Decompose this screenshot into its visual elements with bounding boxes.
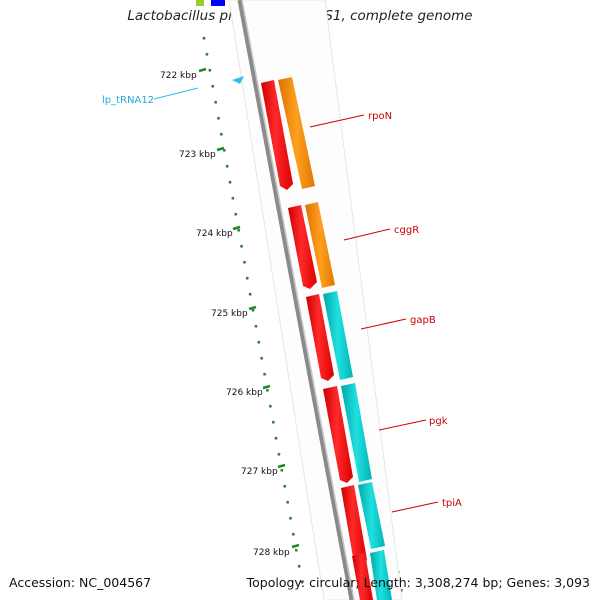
trna-label-line <box>153 87 199 100</box>
major-tick <box>277 463 286 469</box>
tick-label-725: 725 kbp <box>211 309 248 319</box>
major-tick <box>232 225 241 231</box>
gene-label-gapB: gapB <box>410 315 436 326</box>
tick-label-723: 723 kbp <box>179 150 216 160</box>
tick-label-724: 724 kbp <box>196 229 233 239</box>
gene-block-cggR <box>305 202 335 288</box>
minor-tick-dot <box>211 84 215 88</box>
cds-arrow-gapB <box>306 294 334 381</box>
cds-arrow-cggR <box>288 205 317 289</box>
gene-block-next <box>370 550 392 600</box>
minor-tick-dot <box>251 308 255 312</box>
minor-tick-dot <box>219 132 223 136</box>
minor-tick-dot <box>216 116 220 120</box>
minor-tick-dot <box>245 276 249 280</box>
tick-label-722: 722 kbp <box>160 71 197 81</box>
gene-label-line-tpiA <box>391 501 439 513</box>
cds-arrow-tpiA <box>341 485 367 566</box>
minor-tick-dot <box>274 436 278 440</box>
minor-tick-dot <box>237 228 241 232</box>
tick-label-727: 727 kbp <box>241 467 278 477</box>
major-tick <box>262 384 271 390</box>
minor-tick-dot <box>280 468 284 472</box>
minor-tick-dot <box>260 356 264 360</box>
minor-tick-dot <box>228 180 232 184</box>
gene-label-line-cggR <box>343 228 391 241</box>
tick-label-728: 728 kbp <box>253 548 290 558</box>
minor-tick-dot <box>300 580 304 584</box>
tick-label-726: 726 kbp <box>226 388 263 398</box>
minor-tick-dot <box>254 324 258 328</box>
gene-label-pgk: pgk <box>429 416 448 427</box>
cds-arrow-next <box>352 553 373 600</box>
gene-block-tpiA <box>358 482 385 549</box>
minor-tick-dot <box>288 516 292 520</box>
trna-marker <box>232 76 244 84</box>
major-tick <box>248 305 257 311</box>
accession-text: Accession: NC_004567 <box>9 575 152 590</box>
minor-tick-dot <box>294 548 298 552</box>
cds-arrow-pgk <box>323 386 353 483</box>
gene-label-line-pgk <box>378 419 427 431</box>
minor-tick-dot <box>283 484 287 488</box>
minor-tick-dot <box>222 148 226 152</box>
genome-summary-text: Topology: circular; Length: 3,308,274 bp… <box>246 575 590 590</box>
minor-tick-dot <box>202 36 206 40</box>
minor-tick-dot <box>268 404 272 408</box>
minor-tick-dot <box>257 340 261 344</box>
gene-block-gapB <box>323 291 353 380</box>
gene-labels: rpoN cggR gapB pgk tpiA <box>309 111 462 513</box>
gene-label-line-rpoN <box>309 114 365 128</box>
feature-green-top <box>196 0 204 6</box>
minor-tick-dot <box>231 196 235 200</box>
gene-label-tpiA: tpiA <box>442 498 462 509</box>
minor-tick-dot <box>240 244 244 248</box>
cds-arrow-rpoN <box>261 80 293 190</box>
gene-label-line-gapB <box>360 318 407 330</box>
backbone-highlight <box>241 0 355 600</box>
major-tick <box>198 67 207 73</box>
minor-tick-dot <box>286 500 290 504</box>
minor-tick-dot <box>297 564 301 568</box>
minor-tick-dot <box>265 388 269 392</box>
gene-label-rpoN: rpoN <box>368 111 392 122</box>
minor-tick-dot <box>242 260 246 264</box>
major-tick <box>216 146 225 152</box>
gene-label-cggR: cggR <box>394 225 419 236</box>
major-ticks <box>198 67 300 549</box>
gene-block-rpoN <box>278 77 315 189</box>
gene-block-pgk <box>341 383 372 482</box>
minor-tick-dot <box>214 100 218 104</box>
forward-cds-lane <box>261 80 373 600</box>
minor-tick-dot <box>248 292 252 296</box>
inner-tick-dots <box>202 36 304 584</box>
minor-tick-dot <box>205 52 209 56</box>
trna-label: lp_tRNA12 <box>102 95 154 106</box>
minor-tick-dot <box>225 164 229 168</box>
minor-tick-dot <box>208 68 212 72</box>
minor-tick-dot <box>277 452 281 456</box>
top-features <box>196 0 225 6</box>
backbone-line <box>237 0 355 600</box>
feature-blue-top <box>211 0 225 6</box>
minor-tick-dot <box>271 420 275 424</box>
major-tick <box>291 543 300 549</box>
minor-tick-dot <box>263 372 267 376</box>
minor-tick-dot <box>291 532 295 536</box>
gene-category-lane <box>278 77 392 600</box>
minor-tick-dot <box>234 212 238 216</box>
